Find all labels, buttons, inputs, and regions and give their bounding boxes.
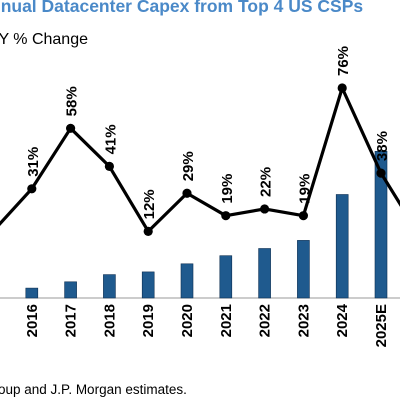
yoy-point-2024 <box>337 83 347 93</box>
yoy-label-2021: 19% <box>219 174 236 204</box>
x-tick-label: 2022 <box>257 304 274 337</box>
yoy-point-2018 <box>104 161 114 171</box>
yoy-change-line <box>0 86 400 233</box>
yoy-point-2022 <box>260 204 270 214</box>
bar-2017 <box>64 281 77 299</box>
x-tick-label: 2019 <box>140 304 157 337</box>
x-tick-label: 2017 <box>63 304 80 337</box>
yoy-point-2016 <box>27 184 37 194</box>
bar-2019 <box>141 271 155 299</box>
line-series <box>0 83 400 236</box>
x-tick-label: 2016 <box>24 304 41 337</box>
yoy-label-2016: 31% <box>25 147 42 177</box>
x-tick-label: 2015 <box>0 304 2 337</box>
source-note: oup and J.P. Morgan estimates. <box>0 382 187 397</box>
x-tick-label: 2025E <box>373 304 390 347</box>
x-tick-label: 2020 <box>179 304 196 337</box>
bar-2018 <box>103 274 116 299</box>
chart-title: nnual Datacenter Capex from Top 4 US CSP… <box>0 0 364 16</box>
bar-2021 <box>219 255 233 299</box>
yoy-label-2018: 41% <box>102 124 119 154</box>
chart-subtitle: /Y % Change <box>0 31 88 48</box>
yoy-point-2025E <box>376 168 386 178</box>
bar-2020 <box>180 263 194 299</box>
yoy-label-2023: 19% <box>296 174 313 204</box>
bar-series <box>25 151 388 299</box>
yoy-point-2021 <box>221 211 231 221</box>
bar-2023 <box>297 240 310 299</box>
x-tick-label: 2024 <box>334 303 351 337</box>
x-tick-label: 2021 <box>218 304 235 337</box>
yoy-point-2019 <box>143 226 153 236</box>
yoy-label-2017: 58% <box>64 86 81 116</box>
x-tick-labels: 2015 2016 2017 2018 2019 2020 2021 2022 2023 2024… <box>0 303 390 347</box>
yoy-label-2019: 12% <box>141 189 158 219</box>
yoy-point-2017 <box>66 123 76 133</box>
yoy-label-2020: 29% <box>180 151 197 181</box>
bar-2016 <box>25 287 39 299</box>
line-data-labels: 31% 58% 41% 12% 29% 19% 22% 19% 76% 38% <box>25 46 391 219</box>
bar-2025E <box>374 151 388 299</box>
bar-2022 <box>258 248 271 299</box>
yoy-point-2023 <box>298 211 308 221</box>
x-tick-label: 2018 <box>101 304 118 337</box>
yoy-label-2022: 22% <box>258 167 275 197</box>
yoy-label-2024: 76% <box>335 46 352 76</box>
yoy-point-2020 <box>182 188 192 198</box>
yoy-label-2025E: 38% <box>374 131 391 161</box>
x-tick-label: 2023 <box>295 304 312 337</box>
bar-2024 <box>335 194 349 299</box>
